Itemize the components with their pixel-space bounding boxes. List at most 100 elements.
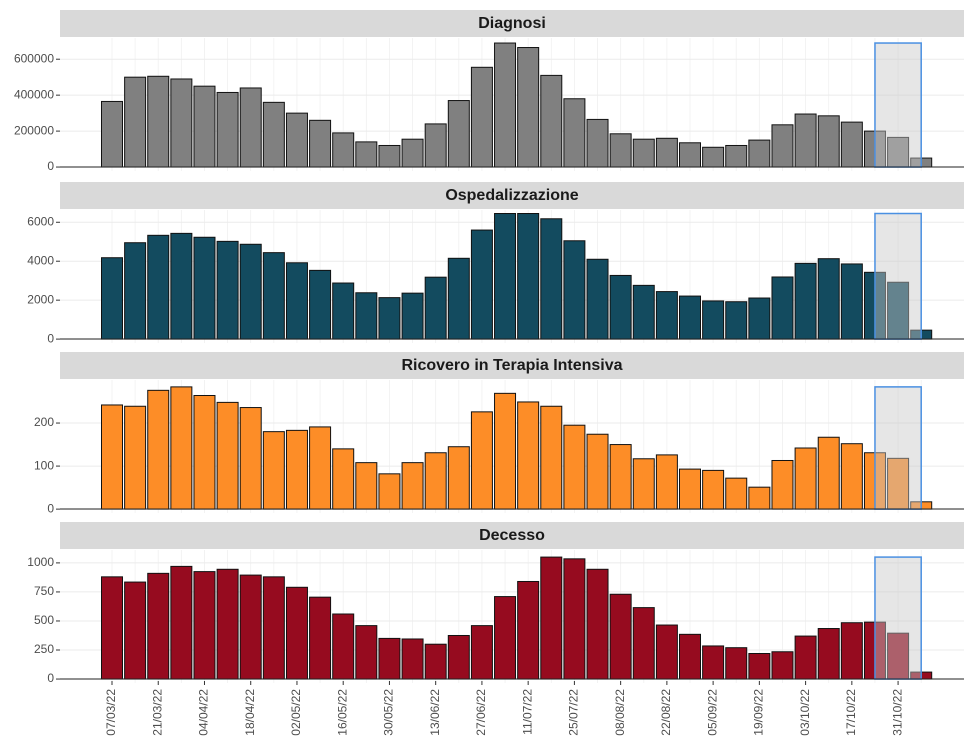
- bar: [517, 401, 540, 510]
- bar: [817, 628, 840, 680]
- bar: [332, 282, 355, 340]
- bar: [239, 574, 262, 680]
- y-tick-label: 500: [34, 613, 54, 627]
- bar: [147, 75, 170, 168]
- panel-title: Decesso: [479, 527, 545, 544]
- bar: [378, 473, 401, 510]
- bar: [494, 42, 517, 168]
- bar: [609, 593, 632, 680]
- bar: [540, 405, 563, 510]
- y-tick-label: 0: [47, 331, 54, 345]
- x-tick-label: 18/04/22: [243, 689, 257, 736]
- bar: [124, 405, 147, 510]
- y-tick-label: 6000: [27, 214, 54, 228]
- bar: [401, 638, 424, 680]
- bar: [447, 100, 470, 168]
- bar: [101, 404, 123, 510]
- bar: [124, 76, 147, 168]
- bar: [586, 258, 609, 340]
- bar: [632, 284, 655, 340]
- bar: [101, 257, 123, 340]
- bar: [332, 613, 355, 680]
- bar: [378, 144, 401, 168]
- bar: [378, 297, 401, 340]
- bar: [655, 137, 678, 168]
- x-tick-label: 07/03/22: [104, 689, 118, 736]
- bar: [771, 276, 794, 340]
- bar: [447, 446, 470, 510]
- bar: [216, 91, 239, 168]
- bar: [655, 454, 678, 510]
- bar: [285, 112, 308, 168]
- bar: [609, 274, 632, 340]
- bar: [262, 576, 285, 680]
- bar: [540, 74, 563, 168]
- bar: [262, 431, 285, 510]
- bar: [771, 651, 794, 680]
- strip: [60, 522, 964, 549]
- bar: [494, 392, 517, 510]
- bar: [794, 447, 817, 510]
- bar: [124, 242, 147, 340]
- y-tick-label: 1000: [27, 555, 54, 569]
- bar: [540, 218, 563, 340]
- x-tick-label: 25/07/22: [567, 689, 581, 736]
- bar: [101, 100, 123, 168]
- bar: [332, 448, 355, 510]
- bar: [424, 643, 447, 680]
- y-tick-label: 0: [47, 671, 54, 685]
- bar: [285, 429, 308, 510]
- bar: [771, 459, 794, 510]
- bar: [632, 458, 655, 510]
- panel-title: Diagnosi: [478, 15, 546, 32]
- x-tick-label: 27/06/22: [474, 689, 488, 736]
- bar: [840, 443, 863, 510]
- bar: [586, 118, 609, 168]
- bar: [540, 556, 563, 680]
- highlight-box: [874, 212, 922, 340]
- bar: [748, 486, 771, 510]
- bar: [239, 407, 262, 510]
- highlight-box: [874, 386, 922, 510]
- x-tick-label: 22/08/22: [659, 689, 673, 736]
- bar: [355, 292, 378, 340]
- bar: [378, 637, 401, 680]
- x-tick-label: 02/05/22: [289, 689, 303, 736]
- y-tick-label: 4000: [27, 253, 54, 267]
- y-tick-label: 250: [34, 642, 54, 656]
- bar: [193, 236, 216, 340]
- bar: [702, 300, 725, 340]
- bar: [655, 291, 678, 340]
- x-tick-label: 13/06/22: [428, 689, 442, 736]
- panel-title: Ricovero in Terapia Intensiva: [401, 357, 622, 374]
- bar: [586, 433, 609, 510]
- bar: [239, 87, 262, 168]
- bar: [332, 132, 355, 168]
- bar: [725, 647, 748, 680]
- x-tick-label: 31/10/22: [890, 689, 904, 736]
- bar: [794, 113, 817, 168]
- bar: [679, 633, 701, 680]
- bar: [147, 389, 170, 510]
- bar: [470, 229, 493, 340]
- bar: [609, 133, 632, 168]
- bar: [586, 568, 609, 680]
- bar: [517, 213, 540, 340]
- bar: [655, 624, 678, 680]
- bar: [424, 276, 447, 340]
- x-tick-label: 21/03/22: [150, 689, 164, 736]
- bar: [563, 240, 586, 340]
- bar: [840, 622, 863, 680]
- bar: [771, 124, 794, 168]
- bar: [170, 78, 193, 168]
- bar: [725, 301, 748, 340]
- bar: [817, 436, 840, 510]
- bar: [309, 119, 332, 168]
- y-tick-label: 750: [34, 584, 54, 598]
- x-tick-label: 19/09/22: [752, 689, 766, 736]
- bar: [170, 232, 193, 340]
- bar: [285, 262, 308, 340]
- bar: [309, 269, 332, 340]
- panel-title: Ospedalizzazione: [445, 187, 578, 204]
